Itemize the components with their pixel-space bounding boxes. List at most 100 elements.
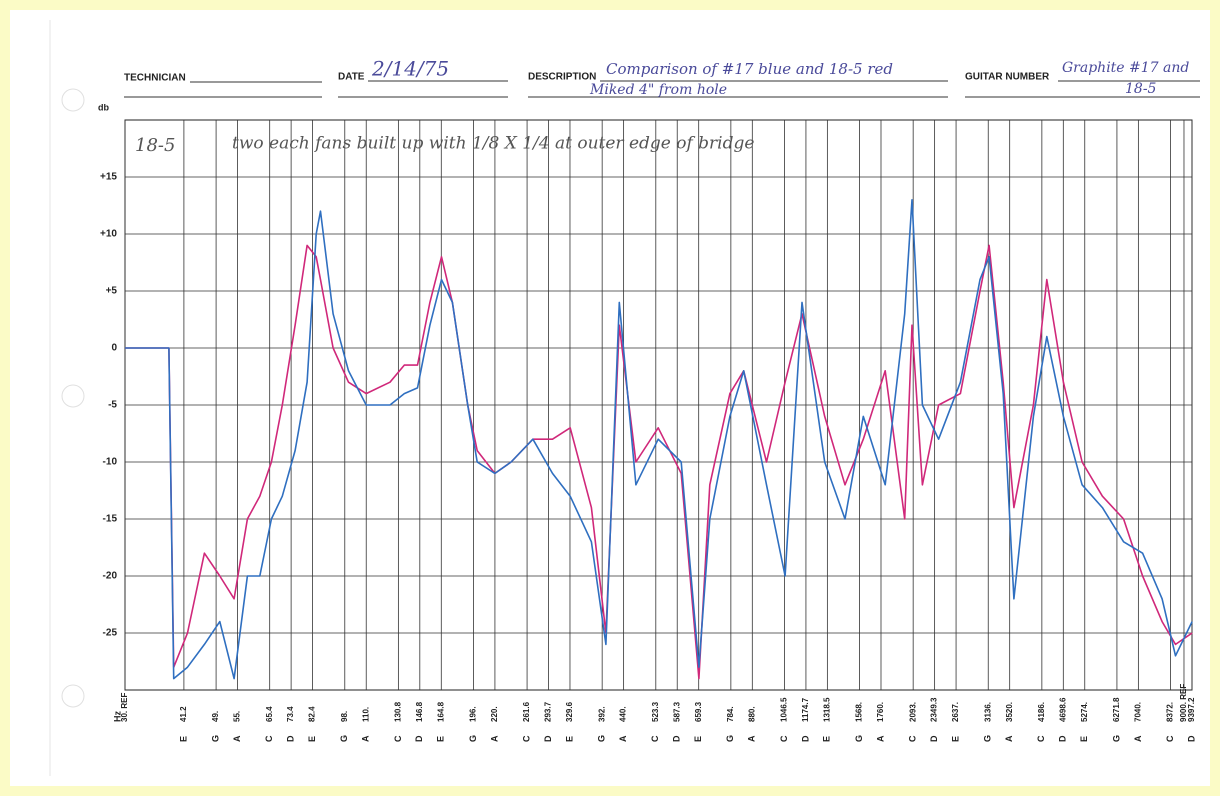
note-label: D — [414, 735, 424, 742]
x-tick-label: 1568. — [855, 702, 864, 722]
x-tick-label: 784. — [726, 706, 735, 722]
note-label: A — [489, 735, 499, 742]
x-tick-label: 4186. — [1037, 702, 1046, 722]
note-label: C — [1165, 735, 1175, 742]
x-tick-label: 73.4 — [286, 706, 295, 722]
x-tick-label: 293.7 — [544, 701, 553, 722]
note-label: E — [693, 736, 703, 742]
x-tick-label: 1760. — [876, 702, 885, 722]
punch-hole — [61, 384, 85, 408]
note-label: G — [597, 735, 607, 742]
note-label: A — [618, 735, 628, 742]
form-label: DESCRIPTION — [528, 72, 596, 83]
x-tick-label: 220. — [490, 706, 499, 722]
note-label: C — [393, 735, 403, 742]
plot: +15 +10 +5 0 -5 -10 -15 -20 -25 30. REF 41.2 E 49. G 5… — [98, 102, 1196, 742]
note-label: E — [950, 736, 960, 742]
response-line — [125, 199, 1193, 680]
x-tick-label: 7040. — [1133, 702, 1142, 722]
x-tick-label: 41.2 — [179, 706, 188, 722]
x-tick-label: 30. REF — [120, 693, 129, 722]
x-tick-label: 164.8 — [436, 701, 445, 722]
y-tick-label: +15 — [100, 172, 117, 183]
response-line — [125, 244, 1193, 680]
x-tick-label: 440. — [619, 706, 628, 722]
note-label: E — [307, 736, 317, 742]
x-tick-label: 3520. — [1005, 702, 1014, 722]
handwritten-description: Miked 4" from hole — [589, 82, 727, 98]
note-label: A — [361, 735, 371, 742]
note-label: C — [264, 735, 274, 742]
y-tick-label: -15 — [103, 514, 118, 525]
note-label: E — [822, 736, 832, 742]
y-tick-label: +10 — [100, 229, 117, 240]
y-tick-label: +5 — [106, 286, 118, 297]
note-label: G — [339, 735, 349, 742]
note-label: C — [908, 735, 918, 742]
note-label: G — [1111, 735, 1121, 742]
note-label: E — [436, 736, 446, 742]
x-tick-label: 261.6 — [522, 701, 531, 722]
x-tick-label: 9397.2 — [1187, 697, 1196, 722]
handwritten-date: 2/14/75 — [371, 57, 449, 81]
x-tick-label: 82.4 — [308, 706, 317, 722]
y-tick-label: -25 — [103, 628, 118, 639]
note-label: E — [1079, 736, 1089, 742]
note-label: A — [1133, 735, 1143, 742]
handwritten-guitar: 18-5 — [1125, 81, 1157, 97]
note-label: C — [1036, 735, 1046, 742]
y-axis-label: db — [98, 102, 109, 112]
x-tick-label: 65.4 — [265, 706, 274, 722]
note-label: D — [543, 735, 553, 742]
x-tick-label: 3136. — [983, 702, 992, 722]
x-tick-label: 1174.7 — [801, 697, 810, 722]
note-label: C — [650, 735, 660, 742]
x-tick-label: 2093. — [908, 702, 917, 722]
x-tick-label: 1046.5 — [780, 697, 789, 722]
annotation: two each fans built up with 1/8 X 1/4 at… — [232, 134, 754, 154]
x-tick-label: 9000. REF — [1179, 684, 1188, 722]
note-label: G — [725, 735, 735, 742]
note-label: G — [210, 735, 220, 742]
x-tick-label: 5274. — [1080, 702, 1089, 722]
note-label: A — [1004, 735, 1014, 742]
handwritten-description: Comparison of #17 blue and 18-5 red — [606, 60, 893, 78]
note-label: D — [285, 735, 295, 742]
x-tick-label: 1318.5 — [822, 697, 831, 722]
form-label: GUITAR NUMBER — [965, 72, 1050, 83]
x-axis-label: Hz — [112, 711, 122, 722]
x-tick-label: 110. — [361, 707, 370, 722]
note-label: E — [178, 736, 188, 742]
note-label: D — [800, 735, 810, 742]
x-tick-label: 880. — [747, 706, 756, 722]
x-tick-label: 329.6 — [565, 701, 574, 722]
y-tick-label: -10 — [103, 457, 118, 468]
note-label: A — [232, 735, 242, 742]
note-label: A — [747, 735, 757, 742]
paper — [10, 10, 1210, 786]
x-tick-label: 4698.6 — [1058, 697, 1067, 722]
handwritten-guitar: Graphite #17 and — [1062, 60, 1189, 76]
x-tick-label: 130.8 — [393, 701, 402, 722]
note-label: G — [854, 735, 864, 742]
x-tick-label: 2637. — [951, 702, 960, 722]
note-label: D — [672, 735, 682, 742]
x-tick-label: 2349.3 — [930, 697, 939, 722]
x-tick-label: 196. — [469, 706, 478, 722]
x-tick-label: 49. — [211, 711, 220, 722]
annotation-id: 18-5 — [135, 135, 175, 156]
x-tick-label: 659.3 — [694, 701, 703, 722]
x-tick-label: 587.3 — [672, 701, 681, 722]
y-tick-label: -5 — [108, 400, 117, 411]
note-label: E — [564, 736, 574, 742]
x-tick-label: 55. — [233, 711, 242, 722]
punch-hole — [61, 684, 85, 708]
punch-hole — [61, 88, 85, 112]
x-tick-label: 523.3 — [651, 701, 660, 722]
y-tick-label: 0 — [111, 343, 117, 354]
note-label: G — [468, 735, 478, 742]
note-label: A — [875, 735, 885, 742]
note-label: G — [983, 735, 993, 742]
x-tick-label: 8372. — [1166, 702, 1175, 722]
